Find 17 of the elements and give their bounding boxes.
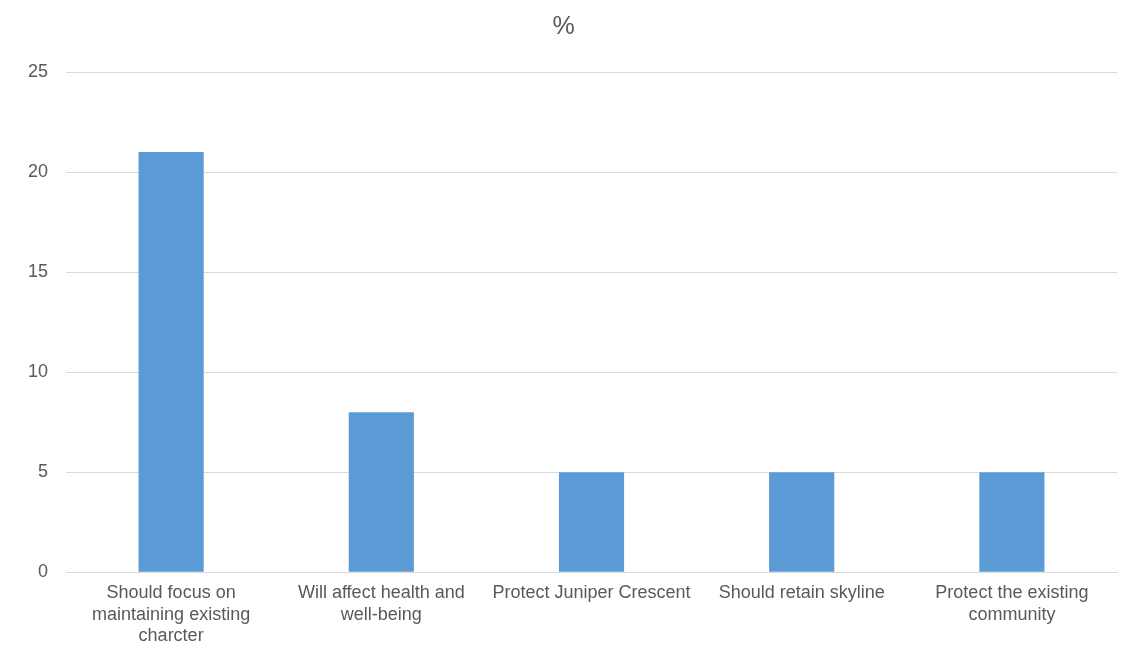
chart-title: %: [552, 10, 575, 39]
x-tick-label: Will affect health and well-being: [297, 581, 465, 624]
x-tick-label: Should retain skyline: [718, 581, 885, 602]
bar: [769, 472, 835, 572]
y-tick-label: 5: [38, 461, 49, 482]
x-tick-label: Protect Juniper Crescent: [492, 581, 691, 602]
x-tick-label: Protect the existing community: [935, 581, 1089, 624]
y-tick-label: 0: [38, 561, 49, 582]
bar: [138, 152, 204, 572]
y-tick-label: 10: [27, 361, 49, 382]
bar: [558, 472, 625, 572]
y-tick-label: 15: [27, 261, 49, 282]
bar: [979, 472, 1045, 572]
y-tick-label: 20: [27, 161, 49, 182]
y-tick-label: 25: [27, 60, 49, 81]
x-tick-label: Should focus on maintaining existing charcter: [92, 581, 251, 646]
bar: [348, 412, 414, 572]
